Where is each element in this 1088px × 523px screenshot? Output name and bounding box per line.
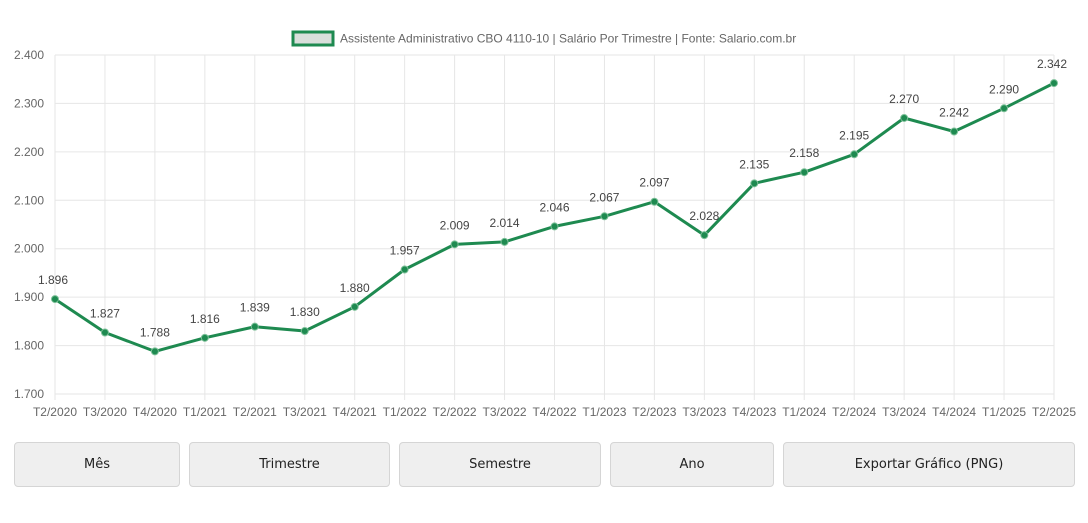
x-tick-label: T2/2023 [632,405,676,419]
data-point [800,168,809,177]
data-label: 2.270 [889,92,919,106]
x-tick-label: T2/2022 [433,405,477,419]
chart-legend[interactable]: Assistente Administrativo CBO 4110-10 | … [291,30,796,47]
period-button-bar: Mês Trimestre Semestre Ano Exportar Gráf… [14,442,1075,489]
data-label: 2.097 [639,176,669,190]
data-point [200,333,209,342]
x-tick-label: T3/2021 [283,405,327,419]
data-label: 1.957 [390,244,420,258]
x-tick-label: T2/2024 [832,405,876,419]
legend-label: Assistente Administrativo CBO 4110-10 | … [340,32,796,46]
data-label: 1.896 [38,273,68,287]
x-tick-label: T3/2020 [83,405,127,419]
data-label: 2.067 [589,190,619,204]
x-tick-label: T2/2025 [1032,405,1076,419]
x-tick-label: T3/2022 [483,405,527,419]
data-label: 1.880 [340,281,370,295]
legend-swatch [291,30,335,47]
data-label: 2.290 [989,82,1019,96]
x-tick-label: T1/2021 [183,405,227,419]
data-point [550,222,559,231]
data-label: 1.827 [90,306,120,320]
data-labels: 1.896 1.827 1.788 1.816 1.839 1.830 1.880 1.957… [38,57,1067,339]
x-tick-label: T1/2023 [582,405,626,419]
data-point [900,113,909,122]
month-button[interactable]: Mês [14,442,180,487]
data-label: 1.788 [140,325,170,339]
x-tick-label: T1/2022 [383,405,427,419]
data-point [600,212,609,221]
data-label: 2.014 [490,216,520,230]
data-label: 1.816 [190,312,220,326]
y-tick-label: 2.300 [14,96,44,110]
series-points [51,79,1058,356]
data-point [450,240,459,249]
data-label: 2.342 [1037,57,1067,71]
x-tick-label: T4/2021 [333,405,377,419]
data-point [850,150,859,159]
data-label: 2.135 [739,157,769,171]
y-tick-label: 2.100 [14,193,44,207]
x-tick-label: T4/2020 [133,405,177,419]
y-axis-ticks: 1.700 1.800 1.900 2.000 2.100 2.200 2.300 2.400 [14,48,44,401]
x-tick-label: T1/2025 [982,405,1026,419]
data-point [1050,79,1058,88]
data-label: 2.242 [939,106,969,120]
x-tick-label: T4/2022 [532,405,576,419]
quarter-button[interactable]: Trimestre [189,442,390,487]
y-tick-label: 1.700 [14,387,44,401]
data-point [51,295,59,304]
x-tick-label: T2/2020 [33,405,77,419]
salary-line-chart: Assistente Administrativo CBO 4110-10 | … [14,30,1076,419]
x-tick-label: T4/2023 [732,405,776,419]
data-point [500,237,509,246]
data-point [100,328,109,337]
data-point [250,322,259,331]
data-point [750,179,759,188]
data-point [300,327,309,336]
data-label: 2.158 [789,146,819,160]
data-point [650,197,659,206]
y-tick-label: 2.400 [14,48,44,62]
data-point [150,347,159,356]
y-tick-label: 2.000 [14,242,44,256]
y-tick-label: 2.200 [14,145,44,159]
data-label: 2.028 [689,209,719,223]
data-label: 2.009 [440,218,470,232]
data-point [950,127,959,136]
y-tick-label: 1.800 [14,339,44,353]
x-axis-ticks: T2/2020 T3/2020 T4/2020 T1/2021 T2/2021 T3/20… [33,405,1076,419]
data-label: 2.046 [539,200,569,214]
data-point [350,302,359,311]
export-png-button[interactable]: Exportar Gráfico (PNG) [783,442,1075,487]
data-point [400,265,409,274]
x-tick-label: T4/2024 [932,405,976,419]
x-tick-label: T1/2024 [782,405,826,419]
x-tick-label: T3/2023 [682,405,726,419]
semester-button[interactable]: Semestre [399,442,601,487]
data-label: 1.839 [240,301,270,315]
data-point [700,231,709,240]
data-label: 2.195 [839,128,869,142]
data-point [1000,104,1009,113]
x-tick-label: T3/2024 [882,405,926,419]
data-label: 1.830 [290,305,320,319]
y-tick-label: 1.900 [14,290,44,304]
chart-grid [54,54,1055,400]
year-button[interactable]: Ano [610,442,774,487]
x-tick-label: T2/2021 [233,405,277,419]
